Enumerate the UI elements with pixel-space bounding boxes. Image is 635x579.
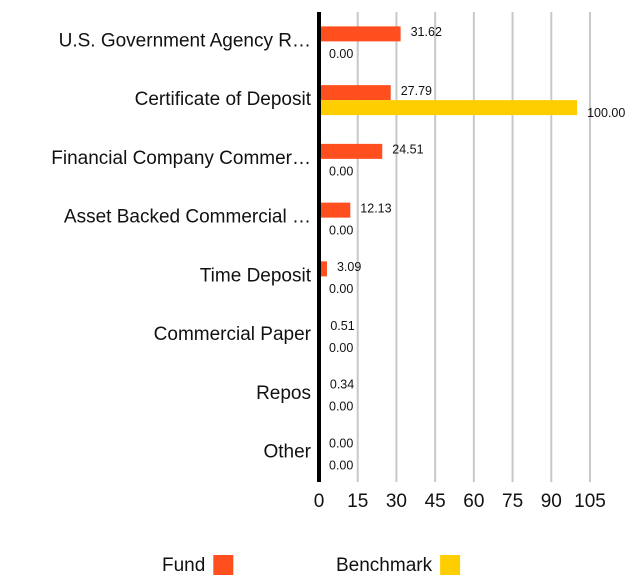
value-label: 24.51 — [392, 143, 423, 157]
bar — [319, 26, 401, 42]
x-tick-label: 90 — [541, 491, 562, 512]
category-label: Asset Backed Commercial … — [64, 207, 311, 228]
x-tick-label: 30 — [386, 491, 407, 512]
value-label: 0.00 — [329, 165, 353, 179]
bar — [319, 85, 391, 101]
x-tick-label: 105 — [574, 491, 606, 512]
bar — [319, 100, 578, 116]
x-tick-label: 15 — [347, 491, 368, 512]
category-label: Repos — [256, 383, 311, 404]
category-label: Financial Company Commer… — [51, 148, 311, 169]
value-label: 0.51 — [330, 319, 354, 333]
x-tick-label: 75 — [502, 491, 523, 512]
value-label: 100.00 — [587, 106, 625, 120]
value-label: 0.00 — [329, 223, 353, 237]
category-label: Time Deposit — [200, 265, 312, 286]
bar — [319, 202, 351, 218]
bar — [319, 261, 327, 277]
value-label: 0.00 — [329, 47, 353, 61]
value-label: 0.00 — [329, 400, 353, 414]
value-label: 0.00 — [329, 282, 353, 296]
category-label: Other — [263, 442, 311, 463]
legend-swatch — [440, 555, 461, 575]
value-label: 27.79 — [401, 84, 432, 98]
value-label: 0.34 — [330, 378, 354, 392]
value-label: 12.13 — [360, 201, 391, 215]
value-label: 3.09 — [337, 260, 361, 274]
x-tick-label: 0 — [314, 491, 325, 512]
category-label: Certificate of Deposit — [135, 89, 312, 110]
legend-label: Benchmark — [336, 555, 433, 576]
legend-swatch — [213, 555, 234, 575]
legend-label: Fund — [162, 555, 205, 576]
category-label: Commercial Paper — [154, 324, 312, 345]
value-label: 0.00 — [329, 436, 353, 450]
value-label: 31.62 — [411, 25, 442, 39]
x-tick-label: 60 — [463, 491, 484, 512]
x-tick-label: 45 — [425, 491, 446, 512]
category-label: U.S. Government Agency R… — [59, 30, 311, 51]
value-label: 0.00 — [329, 341, 353, 355]
value-label: 0.00 — [329, 458, 353, 472]
bar — [319, 143, 383, 159]
